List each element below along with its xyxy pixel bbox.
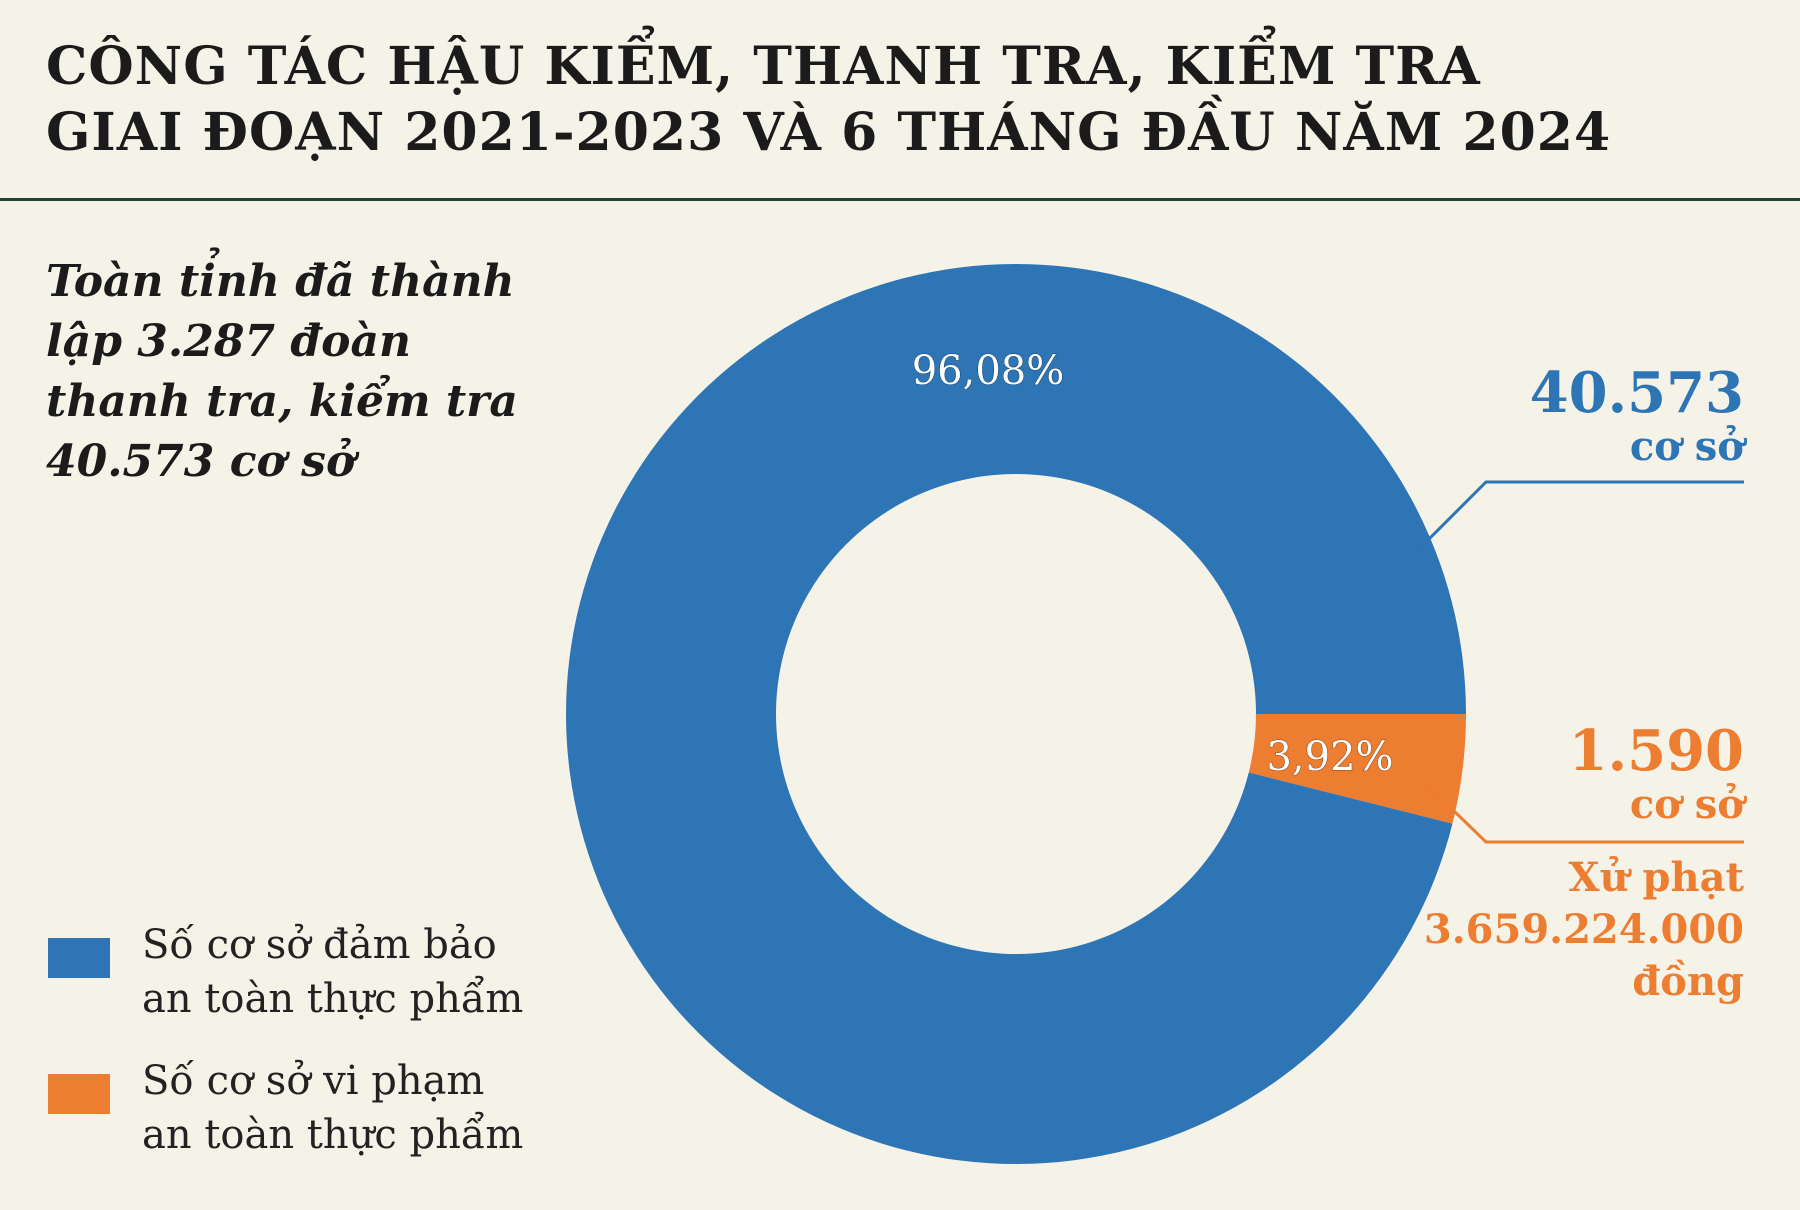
subtitle-line-2: lập 3.287 đoàn bbox=[46, 316, 412, 367]
leader-line-safe bbox=[1402, 480, 1744, 566]
callout-violation: 1.590 cơ sở bbox=[1569, 720, 1744, 828]
chart-title: CÔNG TÁC HẬU KIỂM, THANH TRA, KIỂM TRA G… bbox=[46, 34, 1746, 166]
callout-safe: 40.573 cơ sở bbox=[1530, 362, 1744, 470]
subtitle: Toàn tỉnh đã thành lập 3.287 đoàn thanh … bbox=[46, 252, 566, 492]
slice-label-violation: 3,92% bbox=[1266, 734, 1393, 780]
subtitle-line-1: Toàn tỉnh đã thành bbox=[46, 256, 515, 307]
title-divider bbox=[0, 198, 1800, 201]
callout-safe-unit: cơ sở bbox=[1629, 423, 1744, 470]
slice-labels: 96,08% 3,92% bbox=[911, 347, 1394, 780]
callout-violation-value: 1.590 bbox=[1568, 718, 1744, 784]
legend-violation-line-2: an toàn thực phẩm bbox=[142, 1112, 524, 1158]
legend-safe-line-1: Số cơ sở đảm bảo bbox=[142, 922, 497, 968]
legend-swatch-violation bbox=[48, 1074, 110, 1114]
legend-swatch-safe bbox=[48, 938, 110, 978]
legend-label-violation: Số cơ sở vi phạm an toàn thực phẩm bbox=[142, 1054, 523, 1162]
callout-safe-value: 40.573 bbox=[1529, 360, 1744, 426]
fine-line-1: Xử phạt bbox=[1568, 854, 1745, 901]
slice-safe bbox=[566, 263, 1466, 1164]
subtitle-line-3: thanh tra, kiểm tra bbox=[46, 376, 518, 427]
legend-safe-line-2: an toàn thực phẩm bbox=[142, 976, 524, 1022]
fine-line-2: 3.659.224.000 bbox=[1423, 906, 1744, 953]
legend-violation-line-1: Số cơ sở vi phạm bbox=[142, 1058, 485, 1104]
legend-label-safe: Số cơ sở đảm bảo an toàn thực phẩm bbox=[142, 918, 523, 1026]
fine-line-3: đồng bbox=[1632, 958, 1744, 1005]
subtitle-line-4: 40.573 cơ sở bbox=[46, 436, 356, 487]
legend-item-safe: Số cơ sở đảm bảo an toàn thực phẩm bbox=[48, 922, 568, 1066]
slice-violation bbox=[1248, 714, 1466, 824]
leader-line-violation bbox=[1422, 780, 1744, 844]
fine-amount: Xử phạt 3.659.224.000 đồng bbox=[1424, 852, 1744, 1008]
title-line-1: CÔNG TÁC HẬU KIỂM, THANH TRA, KIỂM TRA bbox=[46, 36, 1481, 97]
slice-label-safe: 96,08% bbox=[912, 348, 1065, 394]
callout-violation-unit: cơ sở bbox=[1629, 781, 1744, 828]
donut-slices bbox=[566, 263, 1466, 1164]
leader-lines bbox=[1402, 480, 1744, 844]
title-line-2: GIAI ĐOẠN 2021-2023 VÀ 6 THÁNG ĐẦU NĂM 2… bbox=[46, 102, 1612, 163]
legend: Số cơ sở đảm bảo an toàn thực phẩm Số cơ… bbox=[48, 922, 568, 1202]
legend-item-violation: Số cơ sở vi phạm an toàn thực phẩm bbox=[48, 1058, 568, 1202]
